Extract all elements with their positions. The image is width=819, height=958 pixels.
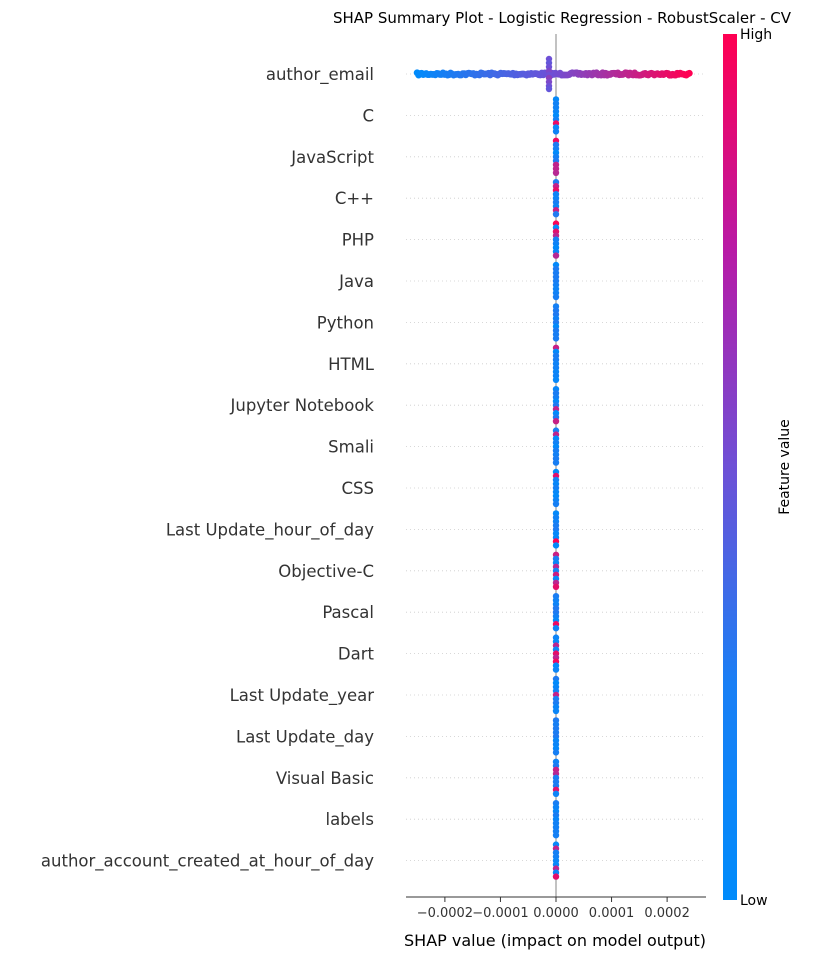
shap-point [552,666,560,673]
feature-label: CSS [342,479,374,498]
shap-point [552,211,560,218]
x-tick-label: 0.0002 [644,906,690,921]
feature-label: Smali [328,438,374,457]
feature-label: HTML [328,355,375,374]
x-tick-label: −0.0002 [417,906,473,921]
feature-label: author_account_created_at_hour_of_day [41,852,374,872]
x-tick-label: 0.0001 [589,906,635,921]
feature-label: Java [338,272,374,291]
shap-point [552,418,560,425]
x-axis-label: SHAP value (impact on model output) [404,931,706,950]
shap-point [552,707,560,715]
shap-point [552,873,560,880]
shap-point [552,500,560,508]
feature-label: Dart [338,645,375,664]
feature-label: Objective-C [278,562,374,581]
feature-label: Visual Basic [276,769,374,788]
colorbar-title: Feature value [777,419,793,515]
colorbar [723,34,737,900]
x-axis-ticks: −0.0002 −0.0001 0.0000 0.0001 0.0002 [417,897,690,921]
feature-label: Last Update_hour_of_day [166,520,374,540]
shap-point [552,542,560,549]
shap-point [552,790,560,797]
shap-point [552,459,560,466]
shap-point [552,583,560,590]
feature-label: C [362,106,374,125]
feature-label: Last Update_day [236,727,374,747]
x-tick-label: −0.0001 [472,906,528,921]
feature-label: C++ [335,189,374,208]
shap-point [552,335,560,342]
shap-point [552,376,560,383]
feature-labels: author_email C JavaScript C++ PHP Java Python H… [41,65,375,872]
shap-point [552,252,560,259]
x-tick-label: 0.0000 [533,906,579,921]
shap-point [552,749,560,756]
feature-label: JavaScript [290,148,374,167]
feature-label: author_email [266,65,374,85]
feature-label: labels [325,810,374,829]
shap-points [413,55,693,880]
shap-point [545,85,553,93]
chart-title: SHAP Summary Plot - Logistic Regression … [333,9,792,27]
shap-point [552,293,560,301]
feature-label: Pascal [322,603,374,622]
colorbar-high-label: High [740,27,772,43]
feature-label: Last Update_year [230,686,375,706]
colorbar-low-label: Low [740,893,768,909]
shap-point [552,169,560,176]
shap-point [552,625,560,632]
shap-point [552,832,560,839]
shap-point [552,128,560,135]
feature-label: PHP [342,231,374,250]
feature-label: Jupyter Notebook [230,396,375,415]
shap-point [685,69,693,77]
feature-label: Python [317,313,374,332]
